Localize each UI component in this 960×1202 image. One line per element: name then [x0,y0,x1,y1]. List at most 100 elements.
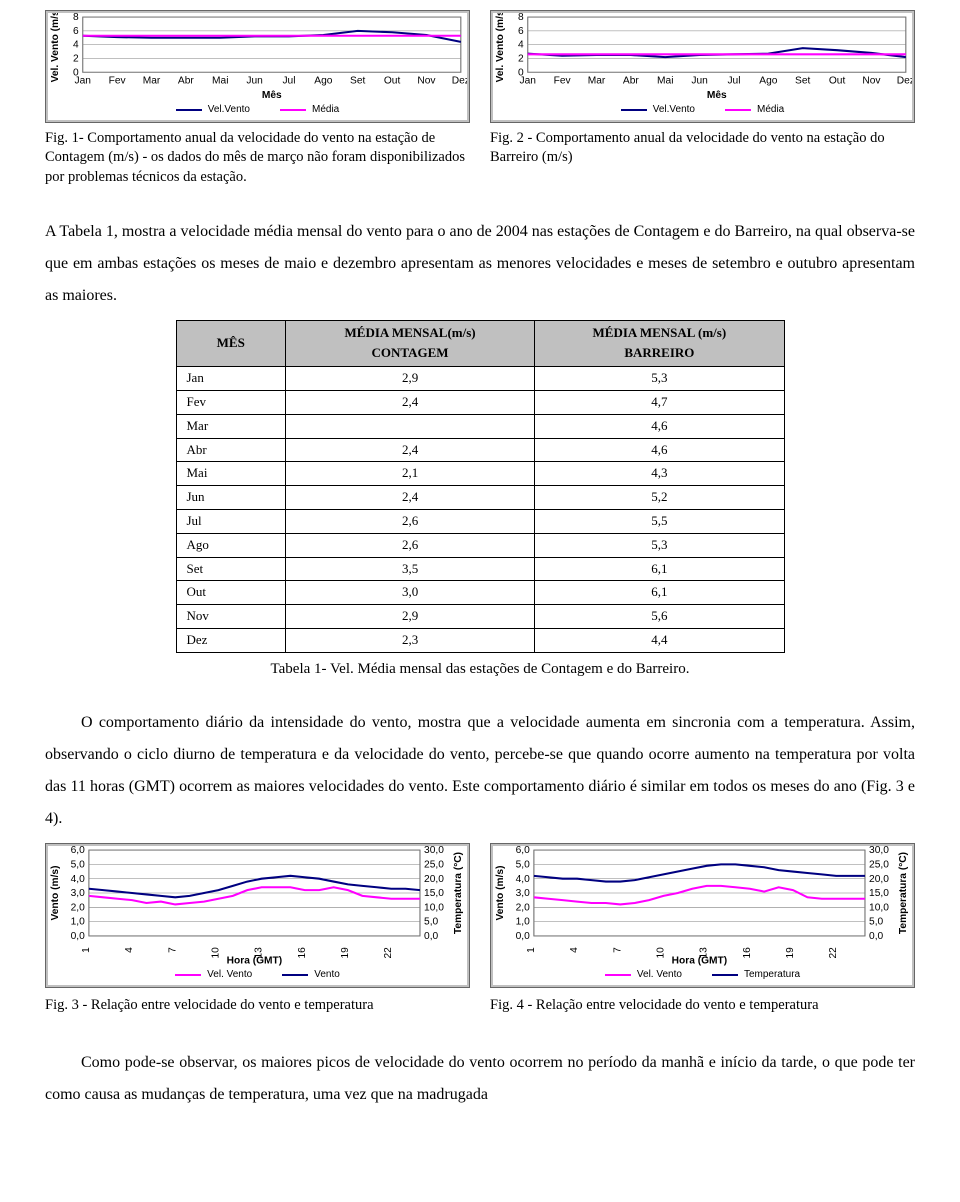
fig1-caption: Fig. 1- Comportamento anual da velocidad… [45,129,470,188]
svg-text:0,0: 0,0 [869,931,884,942]
table-row: Abr2,44,6 [176,438,784,462]
svg-text:Jan: Jan [520,76,537,87]
svg-text:25,0: 25,0 [869,859,889,870]
svg-text:Jun: Jun [246,76,263,87]
chart-3: 0,01,02,03,04,05,06,00,05,010,015,020,02… [45,843,470,989]
svg-text:5,0: 5,0 [516,859,531,870]
svg-text:Temperatura (°C): Temperatura (°C) [453,852,464,934]
svg-text:0,0: 0,0 [71,931,86,942]
table-1-caption: Tabela 1- Vel. Média mensal das estações… [45,657,915,681]
svg-text:Mai: Mai [657,76,673,87]
svg-text:4: 4 [73,40,79,51]
svg-text:16: 16 [297,947,308,959]
svg-text:10,0: 10,0 [869,902,889,913]
table-header: MÉDIA MENSAL(m/s)CONTAGEM [285,320,534,367]
svg-text:6: 6 [73,26,79,37]
svg-text:Jan: Jan [75,76,92,87]
svg-text:Mai: Mai [212,76,228,87]
svg-text:2,0: 2,0 [71,902,86,913]
svg-text:4: 4 [124,947,135,953]
svg-text:Out: Out [384,76,401,87]
svg-text:Vel. Vento (m/s): Vel. Vento (m/s) [50,13,61,82]
svg-text:2,0: 2,0 [516,902,531,913]
svg-text:22: 22 [383,947,394,959]
table-row: Set3,56,1 [176,557,784,581]
svg-text:4,0: 4,0 [516,873,531,884]
svg-text:Hora (GMT): Hora (GMT) [227,955,283,966]
fig3-caption: Fig. 3 - Relação entre velocidade do ven… [45,994,470,1017]
svg-text:Mês: Mês [262,90,282,101]
svg-text:5,0: 5,0 [71,859,86,870]
chart-1: 02468JanFevMarAbrMaiJunJulAgoSetOutNovDe… [45,10,470,123]
svg-text:Mês: Mês [707,90,727,101]
table-row: Nov2,95,6 [176,605,784,629]
svg-text:5,0: 5,0 [869,916,884,927]
svg-text:Dez: Dez [452,76,467,87]
svg-text:Abr: Abr [178,76,194,87]
svg-text:Temperatura (°C): Temperatura (°C) [898,852,909,934]
svg-text:6: 6 [518,26,524,37]
paragraph-3: Como pode-se observar, os maiores picos … [45,1047,915,1111]
svg-text:22: 22 [828,947,839,959]
svg-text:15,0: 15,0 [869,888,889,899]
table-row: Mai2,14,3 [176,462,784,486]
svg-text:16: 16 [742,947,753,959]
table-row: Jan2,95,3 [176,367,784,391]
svg-text:19: 19 [785,947,796,959]
svg-text:30,0: 30,0 [869,846,889,856]
svg-text:0,0: 0,0 [424,931,439,942]
svg-text:Vento (m/s): Vento (m/s) [495,865,506,920]
top-charts-row: 02468JanFevMarAbrMaiJunJulAgoSetOutNovDe… [45,10,915,123]
top-captions-row: Fig. 1- Comportamento anual da velocidad… [45,129,915,188]
svg-text:Mar: Mar [588,76,606,87]
svg-text:Set: Set [795,76,810,87]
bottom-charts-row: 0,01,02,03,04,05,06,00,05,010,015,020,02… [45,843,915,989]
table-row: Jun2,45,2 [176,486,784,510]
table-row: Fev2,44,7 [176,390,784,414]
table-row: Mar4,6 [176,414,784,438]
svg-text:2: 2 [73,54,79,65]
svg-text:Nov: Nov [862,76,881,87]
svg-text:Vento (m/s): Vento (m/s) [50,865,61,920]
svg-text:Abr: Abr [623,76,639,87]
svg-text:19: 19 [340,947,351,959]
svg-text:Fev: Fev [554,76,572,87]
svg-text:5,0: 5,0 [424,916,439,927]
table-header: MÊS [176,320,285,367]
svg-text:6,0: 6,0 [71,846,86,856]
svg-text:Jun: Jun [691,76,708,87]
svg-text:4,0: 4,0 [71,873,86,884]
chart-4: 0,01,02,03,04,05,06,00,05,010,015,020,02… [490,843,915,989]
svg-text:Nov: Nov [417,76,436,87]
table-row: Dez2,34,4 [176,628,784,652]
table-1: MÊSMÉDIA MENSAL(m/s)CONTAGEMMÉDIA MENSAL… [176,320,785,653]
svg-text:Dez: Dez [897,76,912,87]
svg-text:30,0: 30,0 [424,846,444,856]
bottom-captions-row: Fig. 3 - Relação entre velocidade do ven… [45,994,915,1017]
svg-text:Jul: Jul [282,76,295,87]
table-row: Out3,06,1 [176,581,784,605]
fig2-caption: Fig. 2 - Comportamento anual da velocida… [490,129,915,188]
chart-2: 02468JanFevMarAbrMaiJunJulAgoSetOutNovDe… [490,10,915,123]
svg-text:0,0: 0,0 [516,931,531,942]
paragraph-2: O comportamento diário da intensidade do… [45,707,915,835]
svg-text:4: 4 [518,40,524,51]
svg-text:3,0: 3,0 [71,888,86,899]
svg-text:20,0: 20,0 [424,873,444,884]
svg-text:6,0: 6,0 [516,846,531,856]
svg-text:8: 8 [518,13,524,23]
svg-text:10,0: 10,0 [424,902,444,913]
svg-text:25,0: 25,0 [424,859,444,870]
svg-text:Vel. Vento (m/s): Vel. Vento (m/s) [495,13,506,82]
svg-text:Hora (GMT): Hora (GMT) [672,955,728,966]
svg-text:1: 1 [81,947,92,953]
fig4-caption: Fig. 4 - Relação entre velocidade do ven… [490,994,915,1017]
svg-text:1,0: 1,0 [516,916,531,927]
svg-text:4: 4 [569,947,580,953]
svg-text:10: 10 [210,947,221,959]
svg-text:Out: Out [829,76,846,87]
svg-text:7: 7 [612,947,623,953]
svg-text:7: 7 [167,947,178,953]
svg-text:Fev: Fev [109,76,127,87]
svg-text:Set: Set [350,76,365,87]
